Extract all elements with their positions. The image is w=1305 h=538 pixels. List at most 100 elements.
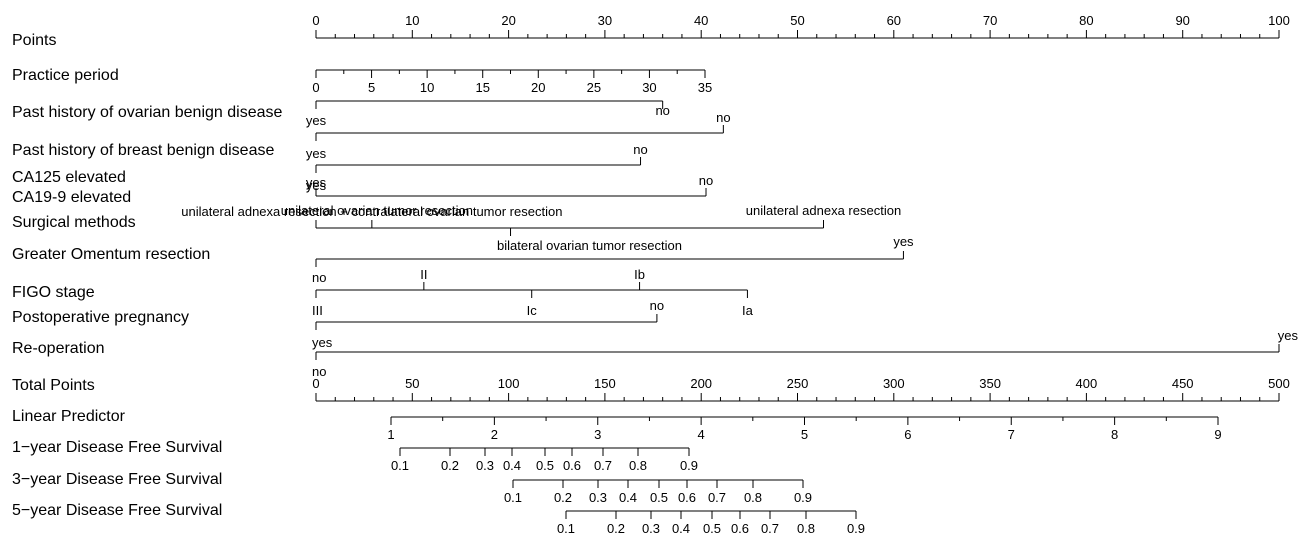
tick-label-1-year-disease-free-survival: 0.4 <box>503 458 521 473</box>
tick-label-1-year-disease-free-survival: 0.9 <box>680 458 698 473</box>
row-label-re-operation: Re-operation <box>12 340 105 357</box>
tick-label-points: 10 <box>405 13 419 28</box>
tick-label-linear-predictor: 3 <box>594 427 601 442</box>
row-label-3-year-disease-free-survival: 3−year Disease Free Survival <box>12 471 222 488</box>
tick-label-total-points: 200 <box>690 376 712 391</box>
row-label-1-year-disease-free-survival: 1−year Disease Free Survival <box>12 439 222 456</box>
row-label-total-points: Total Points <box>12 377 95 394</box>
tick-label-surgical-methods: unilateral ovarian tumor resection <box>281 203 473 218</box>
tick-label-3-year-disease-free-survival: 0.5 <box>650 490 668 505</box>
tick-label-postoperative-pregnancy: yes <box>312 335 333 350</box>
tick-label-linear-predictor: 8 <box>1111 427 1118 442</box>
tick-label-ca19-9-elevated: yes <box>306 178 327 193</box>
tick-label-linear-predictor: 9 <box>1214 427 1221 442</box>
tick-label-linear-predictor: 1 <box>387 427 394 442</box>
tick-label-5-year-disease-free-survival: 0.4 <box>672 521 690 536</box>
tick-label-points: 90 <box>1175 13 1189 28</box>
row-label-linear-predictor: Linear Predictor <box>12 408 126 425</box>
tick-label-postoperative-pregnancy: no <box>650 298 664 313</box>
tick-label-5-year-disease-free-survival: 0.9 <box>847 521 865 536</box>
tick-label-3-year-disease-free-survival: 0.2 <box>554 490 572 505</box>
tick-label-surgical-methods: unilateral adnexa resection <box>746 203 901 218</box>
tick-label-linear-predictor: 7 <box>1008 427 1015 442</box>
tick-label-1-year-disease-free-survival: 0.8 <box>629 458 647 473</box>
tick-label-ca125-elevated: no <box>633 142 647 157</box>
tick-label-practice-period: 25 <box>587 80 601 95</box>
tick-label-points: 50 <box>790 13 804 28</box>
tick-label-5-year-disease-free-survival: 0.7 <box>761 521 779 536</box>
tick-label-1-year-disease-free-survival: 0.6 <box>563 458 581 473</box>
tick-label-points: 30 <box>598 13 612 28</box>
tick-label-ca19-9-elevated: no <box>699 173 713 188</box>
tick-label-practice-period: 30 <box>642 80 656 95</box>
tick-label-past-history-of-ovarian-benign-disease: no <box>655 103 669 118</box>
tick-label-greater-omentum-resection: no <box>312 270 326 285</box>
tick-label-points: 70 <box>983 13 997 28</box>
row-label-past-history-of-breast-benign-disease: Past history of breast benign disease <box>12 142 274 159</box>
tick-label-practice-period: 0 <box>312 80 319 95</box>
tick-label-3-year-disease-free-survival: 0.8 <box>744 490 762 505</box>
tick-label-total-points: 450 <box>1172 376 1194 391</box>
tick-label-past-history-of-breast-benign-disease: no <box>716 110 730 125</box>
tick-label-5-year-disease-free-survival: 0.1 <box>557 521 575 536</box>
tick-label-figo-stage: Ia <box>742 303 754 318</box>
tick-label-figo-stage: III <box>312 303 323 318</box>
tick-label-total-points: 0 <box>312 376 319 391</box>
tick-label-3-year-disease-free-survival: 0.1 <box>504 490 522 505</box>
tick-label-total-points: 400 <box>1076 376 1098 391</box>
tick-label-figo-stage: Ic <box>527 303 538 318</box>
tick-label-3-year-disease-free-survival: 0.6 <box>678 490 696 505</box>
tick-label-surgical-methods: bilateral ovarian tumor resection <box>497 238 682 253</box>
tick-label-linear-predictor: 6 <box>904 427 911 442</box>
tick-label-total-points: 500 <box>1268 376 1290 391</box>
row-label-surgical-methods: Surgical methods <box>12 214 136 231</box>
row-label-points: Points <box>12 32 56 49</box>
tick-label-past-history-of-ovarian-benign-disease: yes <box>306 113 327 128</box>
tick-label-practice-period: 35 <box>698 80 712 95</box>
tick-label-figo-stage: II <box>420 267 427 282</box>
row-label-5-year-disease-free-survival: 5−year Disease Free Survival <box>12 502 222 519</box>
tick-label-re-operation: no <box>312 364 326 379</box>
tick-label-points: 0 <box>312 13 319 28</box>
tick-label-practice-period: 5 <box>368 80 375 95</box>
tick-label-total-points: 350 <box>979 376 1001 391</box>
tick-label-5-year-disease-free-survival: 0.3 <box>642 521 660 536</box>
tick-label-practice-period: 15 <box>475 80 489 95</box>
tick-label-3-year-disease-free-survival: 0.9 <box>794 490 812 505</box>
tick-label-3-year-disease-free-survival: 0.7 <box>708 490 726 505</box>
tick-label-3-year-disease-free-survival: 0.4 <box>619 490 637 505</box>
tick-label-1-year-disease-free-survival: 0.3 <box>476 458 494 473</box>
row-label-postoperative-pregnancy: Postoperative pregnancy <box>12 309 189 326</box>
tick-label-figo-stage: Ib <box>634 267 645 282</box>
tick-label-1-year-disease-free-survival: 0.5 <box>536 458 554 473</box>
tick-label-points: 20 <box>501 13 515 28</box>
tick-label-points: 100 <box>1268 13 1290 28</box>
tick-label-greater-omentum-resection: yes <box>893 234 914 249</box>
tick-label-1-year-disease-free-survival: 0.2 <box>441 458 459 473</box>
tick-label-surgical-methods: unilateral adnexa resection + contralate… <box>181 204 562 219</box>
tick-label-5-year-disease-free-survival: 0.8 <box>797 521 815 536</box>
tick-label-points: 60 <box>887 13 901 28</box>
tick-label-past-history-of-breast-benign-disease: yes <box>306 146 327 161</box>
row-label-ca125-elevated: CA125 elevated <box>12 169 126 186</box>
tick-label-ca125-elevated: yes <box>306 175 327 190</box>
tick-label-re-operation: yes <box>1278 328 1299 343</box>
tick-label-5-year-disease-free-survival: 0.6 <box>731 521 749 536</box>
tick-label-3-year-disease-free-survival: 0.3 <box>589 490 607 505</box>
row-label-past-history-of-ovarian-benign-disease: Past history of ovarian benign disease <box>12 104 282 121</box>
tick-label-linear-predictor: 2 <box>491 427 498 442</box>
tick-label-practice-period: 10 <box>420 80 434 95</box>
tick-label-linear-predictor: 4 <box>698 427 705 442</box>
tick-label-5-year-disease-free-survival: 0.5 <box>703 521 721 536</box>
tick-label-5-year-disease-free-survival: 0.2 <box>607 521 625 536</box>
tick-label-total-points: 250 <box>787 376 809 391</box>
tick-label-1-year-disease-free-survival: 0.7 <box>594 458 612 473</box>
tick-label-points: 40 <box>694 13 708 28</box>
tick-label-points: 80 <box>1079 13 1093 28</box>
row-label-figo-stage: FIGO stage <box>12 284 95 301</box>
tick-label-total-points: 100 <box>498 376 520 391</box>
tick-label-total-points: 150 <box>594 376 616 391</box>
tick-label-linear-predictor: 5 <box>801 427 808 442</box>
tick-label-1-year-disease-free-survival: 0.1 <box>391 458 409 473</box>
